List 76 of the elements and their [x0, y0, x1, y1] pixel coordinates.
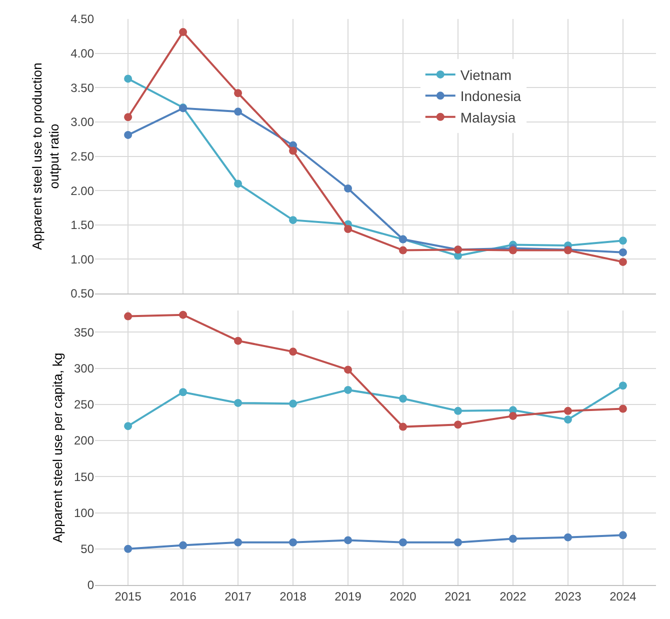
y-tick-label: 4.00 [70, 46, 94, 61]
point [124, 422, 132, 430]
point [124, 74, 132, 83]
point [344, 536, 352, 544]
point [454, 420, 462, 429]
point [234, 398, 242, 407]
y-tick-label: 2.50 [70, 149, 94, 164]
legend-label: Vietnam [460, 66, 512, 83]
x-tick-label: 2016 [170, 589, 197, 604]
point [234, 538, 242, 546]
x-tick-label: 2018 [280, 589, 307, 604]
point [234, 180, 242, 188]
point [289, 216, 298, 224]
y-tick-label: 200 [74, 434, 94, 448]
point [454, 406, 462, 415]
y-tick-label: 1.50 [70, 218, 94, 232]
point [454, 538, 462, 546]
x-tick-label: 2019 [334, 589, 362, 604]
point [289, 348, 298, 356]
point [124, 113, 132, 122]
y-tick-label: 3.00 [70, 115, 94, 130]
point [234, 108, 242, 116]
point [234, 336, 242, 345]
x-tick-label: 2023 [554, 589, 582, 604]
point [398, 394, 407, 403]
y-tick-label: 100 [74, 506, 94, 520]
point [618, 404, 627, 413]
point [398, 246, 407, 254]
point [289, 400, 298, 408]
point [344, 225, 352, 233]
y-tick-label: 0.50 [70, 286, 94, 301]
x-tick-label: 2020 [390, 589, 417, 604]
point [234, 89, 242, 98]
point [289, 538, 298, 546]
y-tick-label: 3.50 [70, 80, 94, 95]
y-tick-label: 50 [80, 542, 94, 556]
point [618, 531, 627, 540]
point [124, 544, 132, 553]
point [179, 388, 188, 396]
y-tick-label: 350 [74, 325, 94, 340]
point [179, 310, 188, 319]
point [398, 422, 407, 431]
point [124, 312, 132, 320]
y-tick-label: 4.50 [70, 12, 94, 26]
x-tick-label: 2017 [224, 589, 252, 604]
x-tick-label: 2015 [114, 589, 142, 604]
point [618, 236, 627, 245]
point [564, 533, 572, 542]
point [564, 416, 572, 424]
y-tick-label: 250 [74, 398, 94, 412]
point [398, 538, 407, 546]
y-tick-label: 1.00 [70, 252, 94, 266]
point [344, 184, 352, 193]
x-tick-label: 2024 [610, 589, 637, 604]
point [508, 534, 517, 543]
point [618, 382, 627, 390]
y-tick-label: 2.00 [70, 184, 94, 198]
legend-label: Indonesia [460, 88, 522, 104]
point [344, 386, 352, 394]
y-axis-title: Apparent steel use to production output ratio [30, 62, 62, 250]
point [564, 406, 572, 415]
point [179, 28, 188, 36]
y-axis-title: Apparent steel use per capita, kg [50, 352, 65, 543]
x-tick-label: 2021 [444, 589, 472, 604]
point [179, 541, 188, 550]
y-tick-label: 150 [74, 470, 94, 484]
y-tick-label: 300 [74, 361, 94, 376]
x-tick-label: 2022 [500, 589, 527, 604]
point [618, 248, 627, 256]
point [344, 366, 352, 374]
point [124, 130, 132, 139]
y-tick-label: 0 [87, 578, 94, 592]
point [618, 258, 627, 266]
point [289, 146, 298, 155]
legend-label: Malaysia [460, 109, 516, 126]
point [508, 412, 517, 420]
